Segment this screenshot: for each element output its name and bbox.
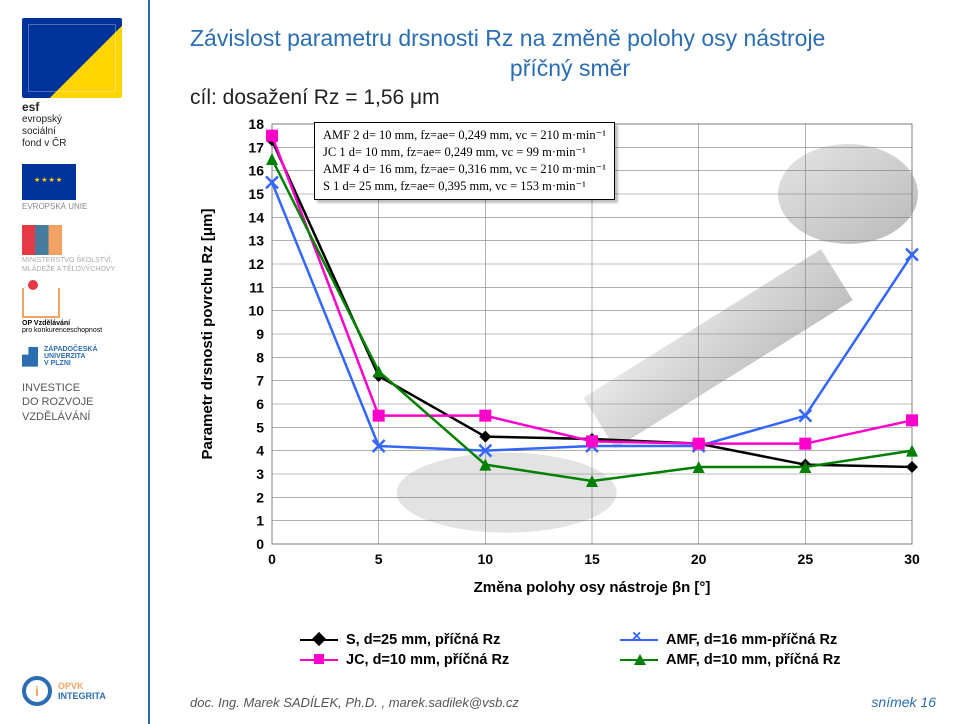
svg-text:20: 20 <box>691 551 707 567</box>
svg-text:11: 11 <box>249 279 264 295</box>
footer-author: doc. Ing. Marek SADÍLEK, Ph.D. , marek.s… <box>190 695 519 710</box>
eu-flag <box>22 164 76 200</box>
svg-text:10: 10 <box>248 303 264 319</box>
svg-text:1: 1 <box>256 513 264 529</box>
svg-text:18: 18 <box>248 118 264 132</box>
opvk-icon <box>22 288 60 318</box>
slide-subtitle: cíl: dosažení Rz = 1,56 μm <box>190 86 950 110</box>
main-content: Závislost parametru drsnosti Rz na změně… <box>160 0 960 724</box>
eu-label: EVROPSKÁ UNIE <box>22 202 148 211</box>
esf-logo <box>22 18 122 98</box>
slide-title: Závislost parametru drsnosti Rz na změně… <box>190 24 950 84</box>
svg-text:0: 0 <box>256 536 264 552</box>
chart: 0510152025300123456789101112131415161718… <box>190 118 930 668</box>
svg-text:13: 13 <box>248 233 264 249</box>
svg-text:25: 25 <box>798 551 814 567</box>
svg-text:14: 14 <box>248 209 264 225</box>
svg-text:5: 5 <box>256 419 264 435</box>
svg-text:16: 16 <box>248 163 264 179</box>
svg-text:8: 8 <box>256 349 264 365</box>
esf-text: esf evropský sociální fond v ČR <box>22 100 148 150</box>
svg-text:30: 30 <box>904 551 920 567</box>
legend-item: S, d=25 mm, příčná Rz <box>300 632 600 648</box>
svg-text:Změna polohy osy nástroje βn [: Změna polohy osy nástroje βn [°] <box>474 579 711 596</box>
legend-item: ×AMF, d=16 mm-příčná Rz <box>620 632 920 648</box>
svg-text:Parametr drsnosti povrchu Rz [: Parametr drsnosti povrchu Rz [μm] <box>199 209 216 460</box>
msmt-block: MINISTERSTVO ŠKOLSTVÍ, MLÁDEŽE A TĚLOVÝC… <box>22 225 148 274</box>
svg-text:4: 4 <box>256 443 264 459</box>
svg-text:12: 12 <box>248 256 264 272</box>
svg-text:10: 10 <box>478 551 494 567</box>
legend-item: AMF, d=10 mm, příčná Rz <box>620 652 920 668</box>
svg-text:3: 3 <box>256 466 264 482</box>
svg-text:5: 5 <box>375 551 383 567</box>
inset-legend: AMF 2 d= 10 mm, fz=ae= 0,249 mm, vc = 21… <box>314 122 615 200</box>
legend-item: JC, d=10 mm, příčná Rz <box>300 652 600 668</box>
footer-logo: OPVK INTEGRITA <box>22 676 106 706</box>
svg-text:9: 9 <box>256 326 264 342</box>
svg-text:17: 17 <box>248 139 264 155</box>
svg-text:0: 0 <box>268 551 276 567</box>
svg-text:15: 15 <box>248 186 264 202</box>
esf-big: esf <box>22 100 148 114</box>
svg-text:7: 7 <box>256 373 264 389</box>
ring-icon <box>22 676 52 706</box>
zcu-icon <box>22 347 38 367</box>
investice-block: INVESTICE DO ROZVOJE VZDĚLÁVÁNÍ <box>22 381 148 424</box>
legend-bottom: S, d=25 mm, příčná Rz ×AMF, d=16 mm-příčn… <box>300 632 920 668</box>
opvk-block: OP Vzdělávání pro konkurenceschopnost <box>22 288 148 334</box>
zcu-block: ZÁPADOČESKÁ UNIVERZITA V PLZNI <box>22 346 148 367</box>
svg-text:2: 2 <box>256 489 264 505</box>
svg-text:6: 6 <box>256 396 264 412</box>
slide-number: snímek 16 <box>871 694 936 710</box>
svg-text:15: 15 <box>584 551 600 567</box>
msmt-icon <box>22 225 62 255</box>
sidebar: esf evropský sociální fond v ČR EVROPSKÁ… <box>0 0 150 724</box>
